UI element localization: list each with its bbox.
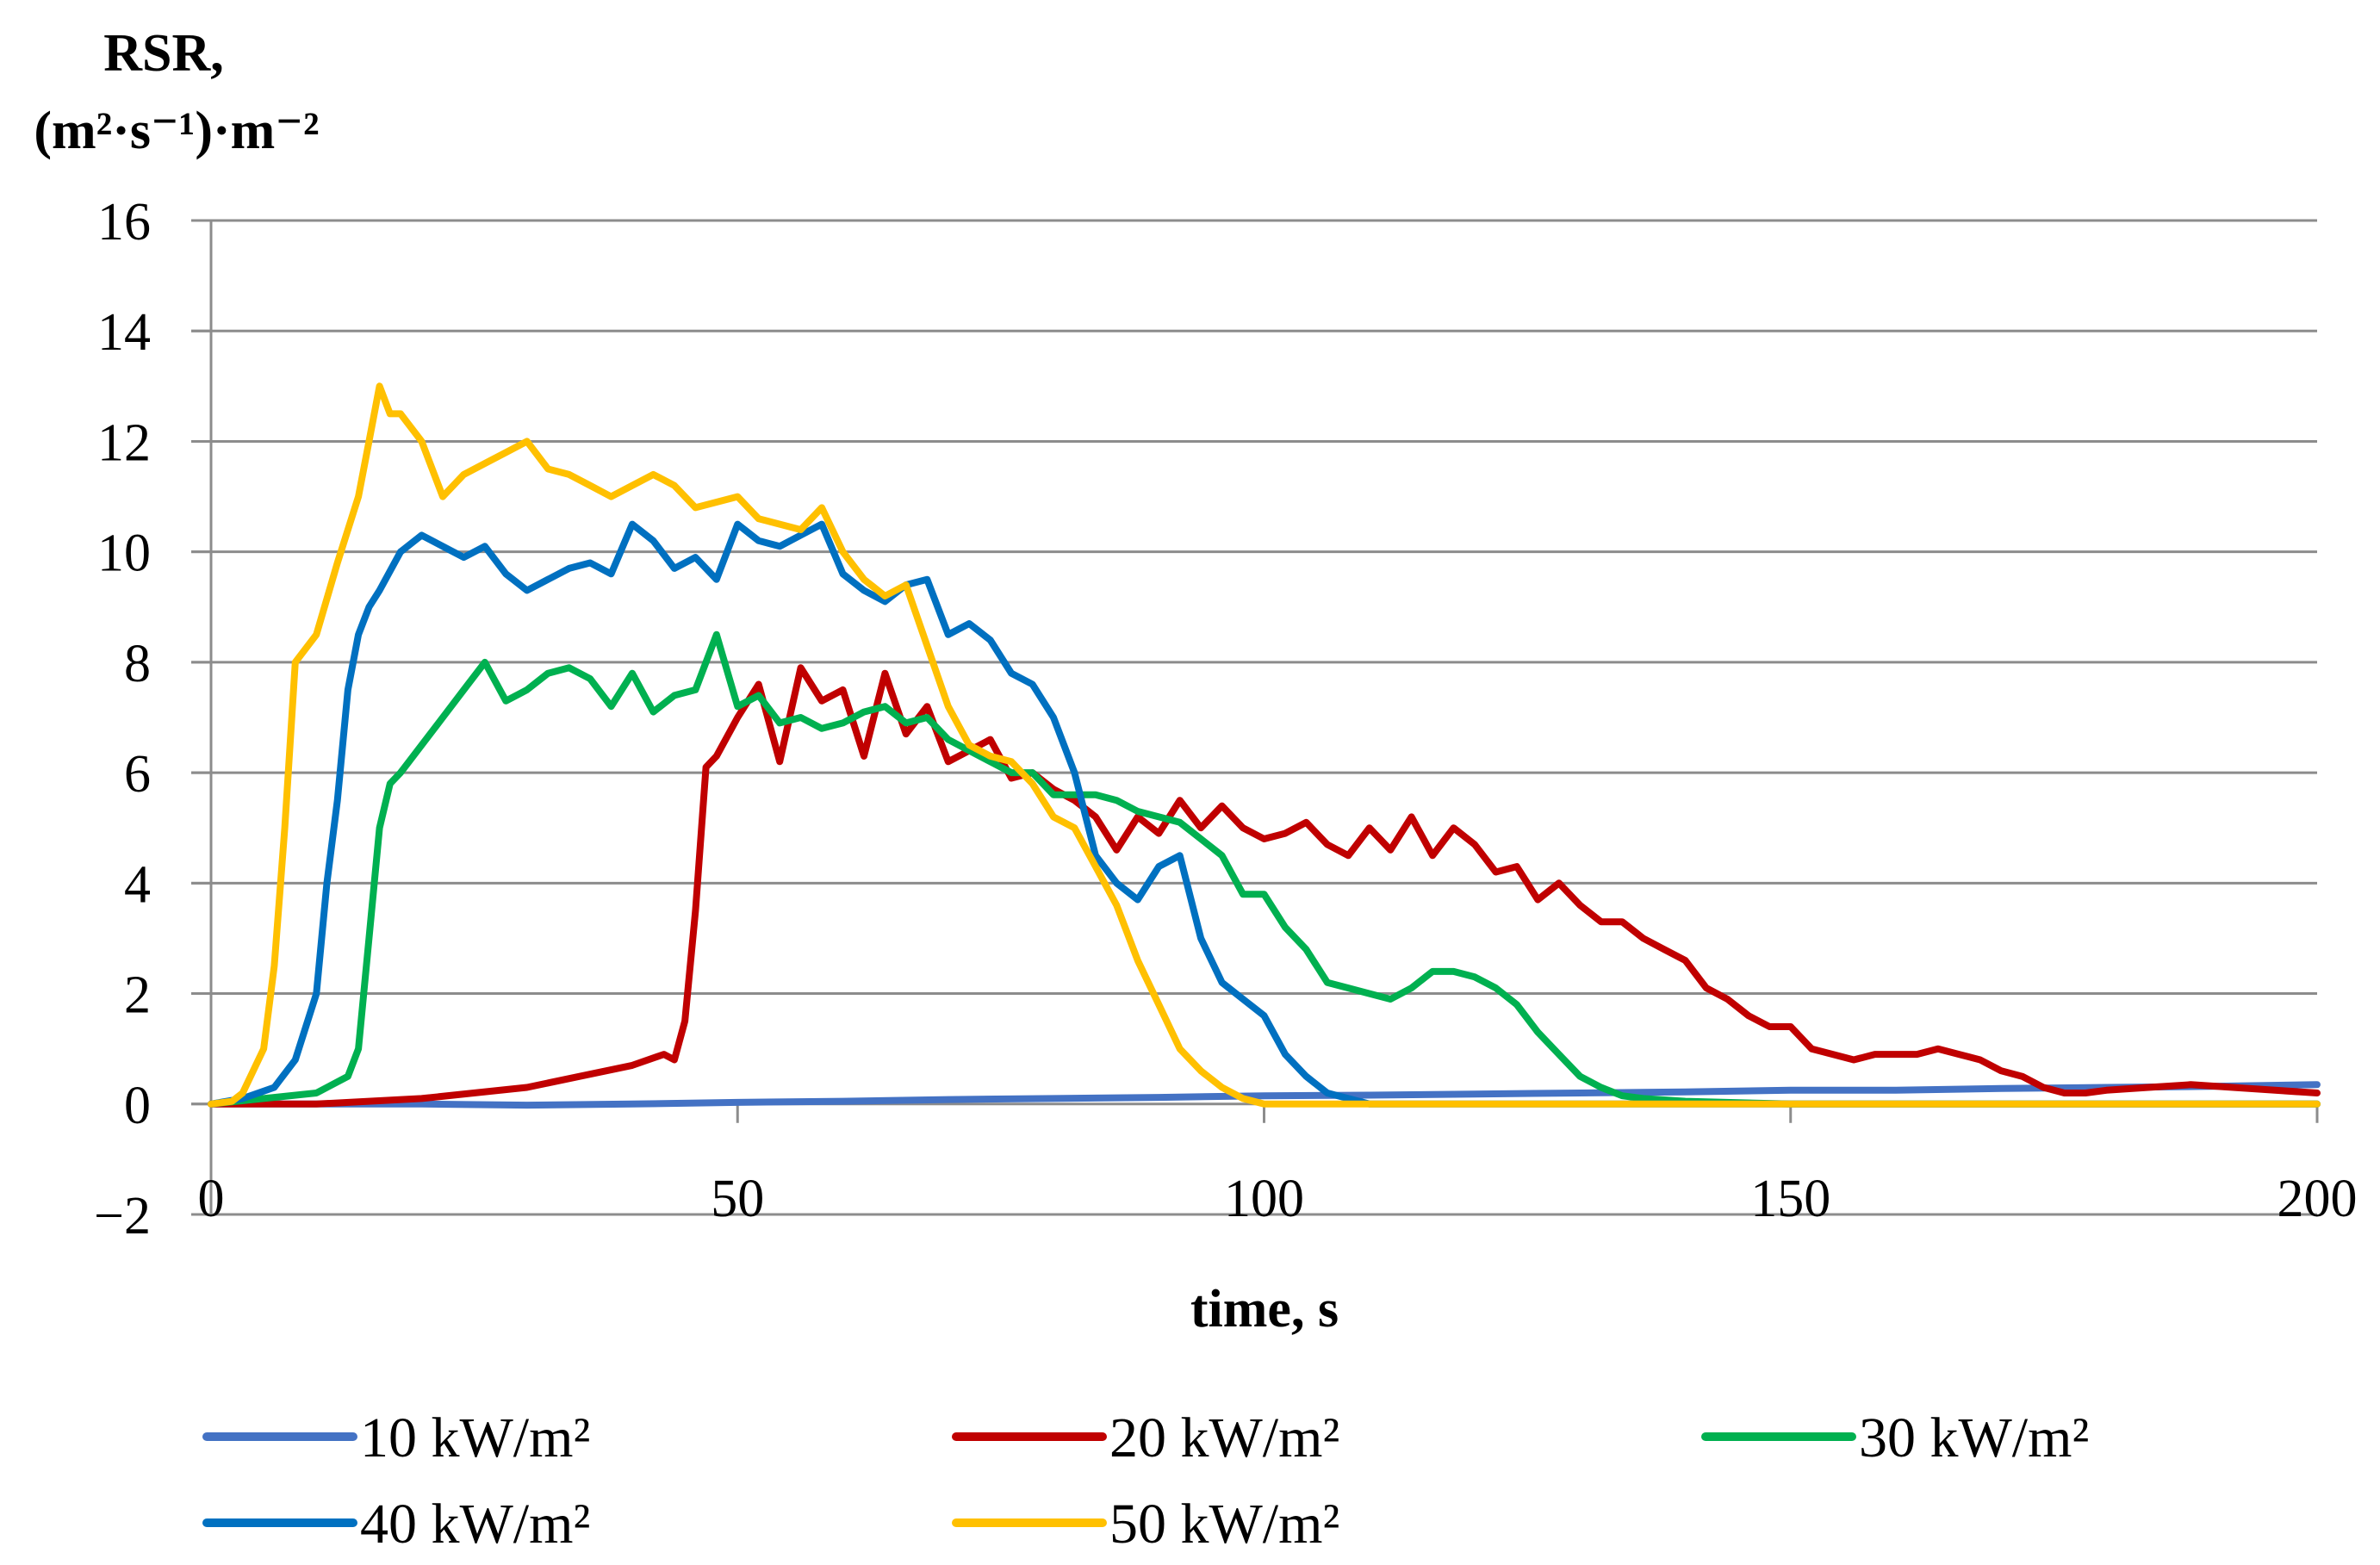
y-tick-label: 2 — [124, 966, 151, 1025]
legend-label: 10 kW/m² — [360, 1407, 590, 1469]
x-tick-label: 150 — [1750, 1170, 1830, 1228]
legend-label: 50 kW/m² — [1109, 1493, 1339, 1556]
y-axis-title-line-1: RSR, — [103, 24, 224, 83]
x-axis-title: time, s — [1190, 1280, 1339, 1338]
gridlines — [191, 219, 2317, 1216]
series-lines — [208, 382, 2321, 1109]
legend-item: 20 kW/m² — [952, 1407, 1339, 1469]
y-tick-label: 12 — [97, 413, 151, 472]
series-line-5 — [208, 382, 2321, 1108]
legend-item: 10 kW/m² — [202, 1407, 590, 1469]
x-tick-label: 50 — [711, 1170, 764, 1228]
y-tick-label: 14 — [97, 303, 151, 362]
series-line-2 — [208, 664, 2321, 1108]
y-tick-label: 8 — [124, 635, 151, 693]
y-tick-labels: −2 0 2 4 6 8 10 12 14 16 — [94, 193, 151, 1245]
x-tick-label: 0 — [198, 1170, 225, 1228]
x-tick-labels: 0 50 100 150 200 — [198, 1170, 2358, 1228]
y-axis-title-line-2: (m²·s⁻¹)·m⁻² — [34, 102, 319, 160]
y-tick-label: 16 — [97, 193, 151, 252]
legend-item: 40 kW/m² — [202, 1493, 590, 1556]
legend: 10 kW/m² 20 kW/m² 30 kW/m² 40 kW/m² 50 kW/m² — [202, 1407, 2089, 1556]
legend-item: 50 kW/m² — [952, 1493, 1339, 1556]
legend-label: 20 kW/m² — [1109, 1407, 1339, 1469]
axes — [191, 219, 2319, 1216]
y-tick-label: 4 — [124, 855, 151, 914]
legend-item: 30 kW/m² — [1701, 1407, 2089, 1469]
x-tick-label: 200 — [2277, 1170, 2358, 1228]
y-tick-label: 6 — [124, 745, 151, 804]
series-line-1 — [208, 1081, 2321, 1109]
y-tick-label: 10 — [97, 525, 151, 583]
x-tick-label: 100 — [1224, 1170, 1304, 1228]
series-line-4 — [208, 520, 2321, 1108]
legend-label: 30 kW/m² — [1859, 1407, 2089, 1469]
y-tick-label: −2 — [94, 1187, 151, 1245]
series-line-3 — [208, 630, 2321, 1108]
y-tick-label: 0 — [124, 1077, 151, 1135]
legend-label: 40 kW/m² — [360, 1493, 590, 1556]
